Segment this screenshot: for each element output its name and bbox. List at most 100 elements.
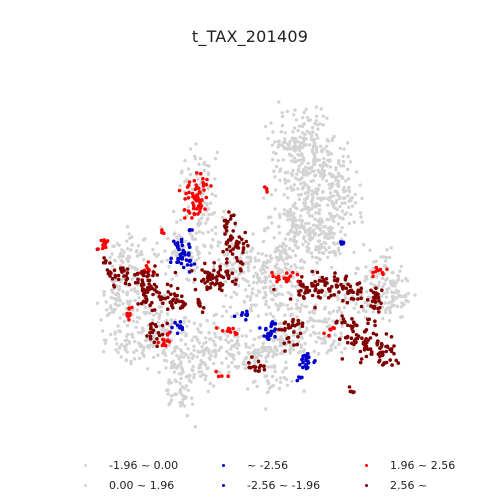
point-insignificant — [395, 304, 400, 309]
point-insignificant — [237, 272, 241, 276]
point-insignificant — [206, 172, 211, 177]
point-insignificant — [237, 351, 241, 356]
point-hot-spot-99 — [104, 259, 108, 263]
point-insignificant — [354, 302, 358, 306]
point-insignificant — [294, 266, 299, 270]
point-insignificant — [280, 123, 285, 128]
point-hot-spot-99 — [122, 274, 126, 278]
point-insignificant — [218, 370, 222, 374]
point-insignificant — [387, 255, 392, 260]
point-hot-spot-99 — [244, 239, 249, 244]
point-insignificant — [351, 346, 355, 350]
point-insignificant — [306, 211, 310, 215]
point-insignificant — [279, 380, 283, 384]
point-insignificant — [109, 332, 113, 337]
point-insignificant — [285, 262, 290, 266]
point-insignificant — [190, 396, 194, 400]
point-hot-spot-99 — [140, 269, 144, 274]
point-insignificant — [294, 118, 299, 122]
point-insignificant — [280, 114, 285, 119]
point-insignificant — [272, 283, 276, 288]
point-hot-spot-99 — [238, 267, 243, 271]
point-insignificant — [196, 221, 201, 225]
point-insignificant — [271, 298, 275, 302]
point-hot-spot-95 — [187, 180, 192, 184]
point-insignificant — [163, 293, 167, 297]
point-hot-spot-99 — [385, 345, 390, 349]
point-hot-spot-99 — [141, 273, 146, 278]
point-hot-spot-99 — [228, 217, 233, 221]
legend-label: -2.56 ~ -1.96 — [247, 478, 321, 492]
point-hot-spot-99 — [228, 249, 233, 253]
point-hot-spot-99 — [205, 285, 209, 289]
point-insignificant — [195, 338, 199, 342]
point-insignificant — [305, 190, 310, 195]
point-insignificant — [308, 229, 312, 234]
point-hot-spot-95 — [161, 337, 165, 342]
point-insignificant — [238, 256, 243, 260]
point-insignificant — [120, 248, 124, 252]
point-hot-spot-99 — [208, 274, 212, 279]
point-insignificant — [272, 365, 277, 370]
point-insignificant — [387, 286, 391, 291]
point-hot-spot-99 — [256, 369, 261, 373]
point-insignificant — [135, 289, 140, 294]
point-insignificant — [330, 185, 334, 189]
point-insignificant — [132, 357, 137, 361]
point-insignificant — [224, 293, 228, 298]
point-insignificant — [133, 339, 137, 344]
point-insignificant — [307, 131, 312, 135]
point-insignificant — [292, 211, 296, 216]
point-insignificant — [142, 354, 146, 358]
point-insignificant — [204, 221, 208, 225]
point-hot-spot-99 — [168, 292, 173, 297]
point-insignificant — [298, 309, 302, 314]
point-hot-spot-99 — [359, 286, 364, 291]
point-hot-spot-95 — [196, 198, 201, 203]
point-hot-spot-99 — [123, 281, 128, 286]
point-hot-spot-95 — [185, 185, 190, 189]
point-cold-spot — [189, 263, 193, 267]
point-insignificant — [322, 241, 326, 245]
point-hot-spot-99 — [221, 275, 226, 280]
point-hot-spot-99 — [196, 300, 200, 305]
point-insignificant — [321, 320, 325, 324]
point-hot-spot-99 — [153, 322, 158, 327]
point-insignificant — [358, 183, 362, 187]
point-insignificant — [324, 179, 329, 183]
point-hot-spot-95 — [190, 216, 194, 220]
point-hot-spot-99 — [332, 275, 337, 279]
point-hot-spot-99 — [116, 273, 121, 278]
point-insignificant — [285, 186, 289, 191]
point-insignificant — [301, 131, 305, 135]
point-insignificant — [296, 245, 301, 250]
point-insignificant — [328, 158, 332, 162]
point-insignificant — [368, 269, 372, 273]
point-insignificant — [288, 350, 292, 355]
point-insignificant — [392, 298, 396, 302]
point-cold-spot — [265, 336, 270, 341]
point-insignificant — [192, 335, 196, 339]
point-insignificant — [192, 372, 196, 377]
point-hot-spot-99 — [340, 357, 345, 361]
point-insignificant — [111, 310, 115, 314]
point-insignificant — [323, 305, 327, 309]
point-insignificant — [259, 354, 263, 358]
point-hot-spot-95 — [199, 198, 204, 202]
point-insignificant — [298, 178, 302, 182]
point-insignificant — [281, 258, 285, 262]
point-insignificant — [316, 335, 321, 340]
point-insignificant — [193, 425, 198, 429]
point-hot-spot-95 — [125, 312, 130, 317]
point-cold-spot — [298, 363, 302, 367]
point-insignificant — [252, 337, 256, 341]
point-insignificant — [276, 246, 280, 250]
point-insignificant — [165, 312, 170, 316]
point-hot-spot-99 — [363, 339, 368, 343]
point-insignificant — [325, 320, 329, 324]
point-insignificant — [289, 185, 293, 189]
point-insignificant — [281, 302, 285, 307]
point-insignificant — [104, 300, 109, 304]
point-insignificant — [255, 273, 260, 277]
point-insignificant — [160, 260, 164, 264]
